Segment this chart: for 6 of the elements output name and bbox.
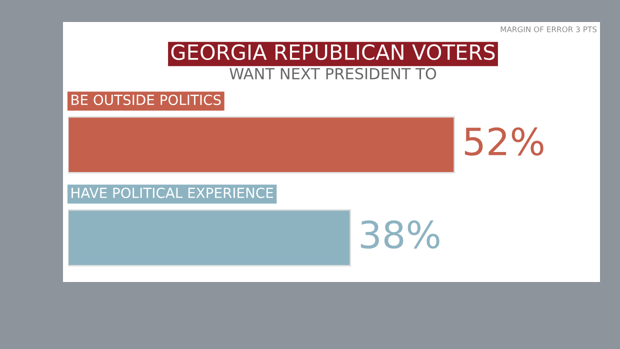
data-label: 38% bbox=[360, 220, 440, 249]
chart-subtitle: WANT NEXT PRESIDENT TO bbox=[230, 68, 436, 80]
data-label: 52% bbox=[464, 127, 544, 156]
chart-title: GEORGIA REPUBLICAN VOTERS bbox=[171, 44, 495, 60]
y-tick-label: HAVE POLITICAL EXPERIENCE bbox=[72, 188, 273, 198]
y-tick-label: BE OUTSIDE POLITICS bbox=[72, 94, 221, 106]
